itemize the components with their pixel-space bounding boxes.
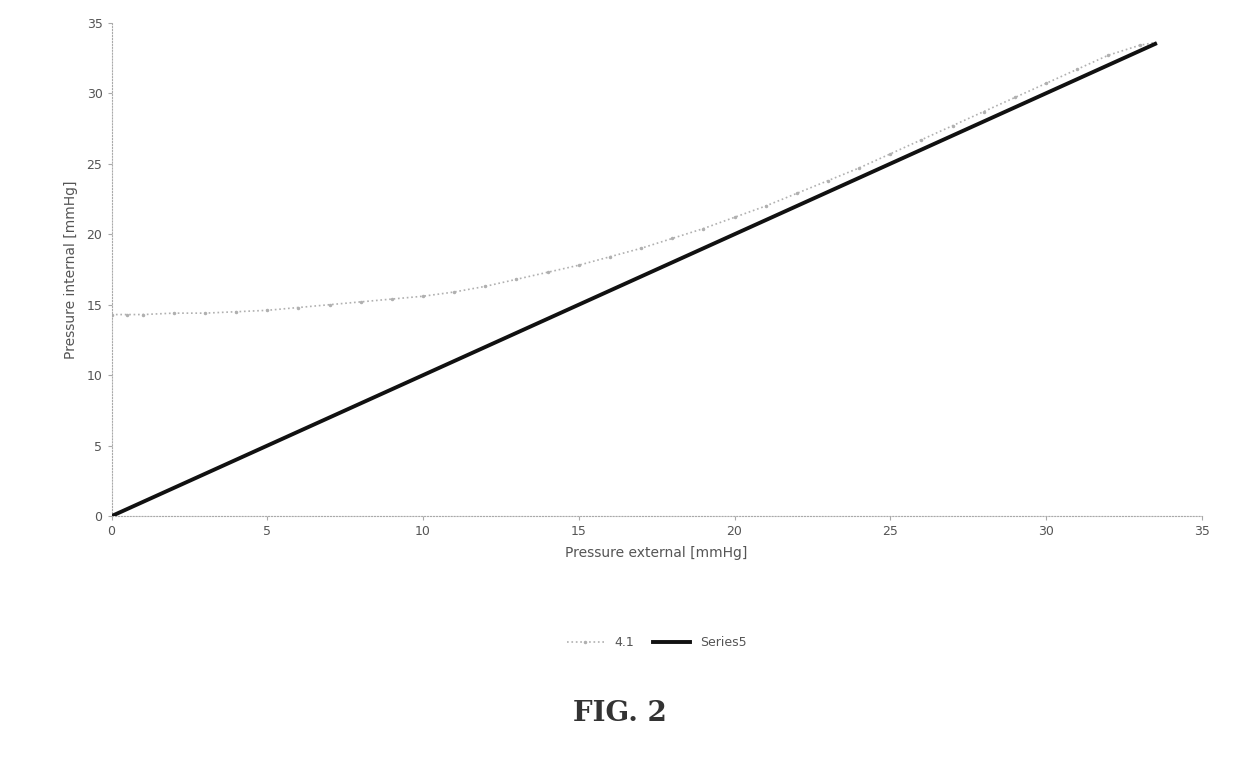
4.1: [945, 121, 960, 131]
4.1: [384, 294, 399, 304]
4.1: [1132, 41, 1147, 50]
Text: FIG. 2: FIG. 2: [572, 700, 667, 727]
4.1: [229, 307, 244, 317]
X-axis label: Pressure external [mmHg]: Pressure external [mmHg]: [565, 546, 748, 560]
4.1: [104, 310, 119, 319]
4.1: [291, 303, 306, 312]
4.1: [509, 275, 524, 284]
4.1: [1007, 93, 1022, 102]
4.1: [665, 234, 680, 243]
4.1: [135, 310, 150, 319]
4.1: [1038, 79, 1053, 88]
4.1: [1101, 51, 1116, 60]
4.1: [571, 260, 586, 269]
4.1: [1147, 38, 1162, 47]
4.1: [976, 107, 991, 116]
4.1: [696, 224, 711, 233]
Y-axis label: Pressure internal [mmHg]: Pressure internal [mmHg]: [64, 180, 78, 359]
4.1: [727, 213, 742, 222]
4.1: [322, 300, 337, 309]
4.1: [353, 298, 368, 307]
4.1: [540, 268, 555, 277]
4.1: [883, 150, 898, 159]
4.1: [820, 176, 835, 185]
4.1: [447, 288, 462, 297]
4.1: [120, 310, 135, 319]
4.1: [415, 291, 430, 301]
4.1: [633, 244, 648, 253]
4.1: [1069, 65, 1084, 74]
4.1: [197, 309, 212, 318]
4.1: [851, 163, 866, 172]
Legend: 4.1, Series5: 4.1, Series5: [561, 631, 752, 654]
4.1: [602, 252, 617, 261]
4.1: [758, 201, 773, 210]
4.1: [914, 135, 929, 144]
4.1: [166, 309, 181, 318]
4.1: [789, 189, 804, 198]
Line: 4.1: 4.1: [110, 42, 1156, 316]
4.1: [260, 306, 275, 315]
4.1: [478, 282, 493, 291]
